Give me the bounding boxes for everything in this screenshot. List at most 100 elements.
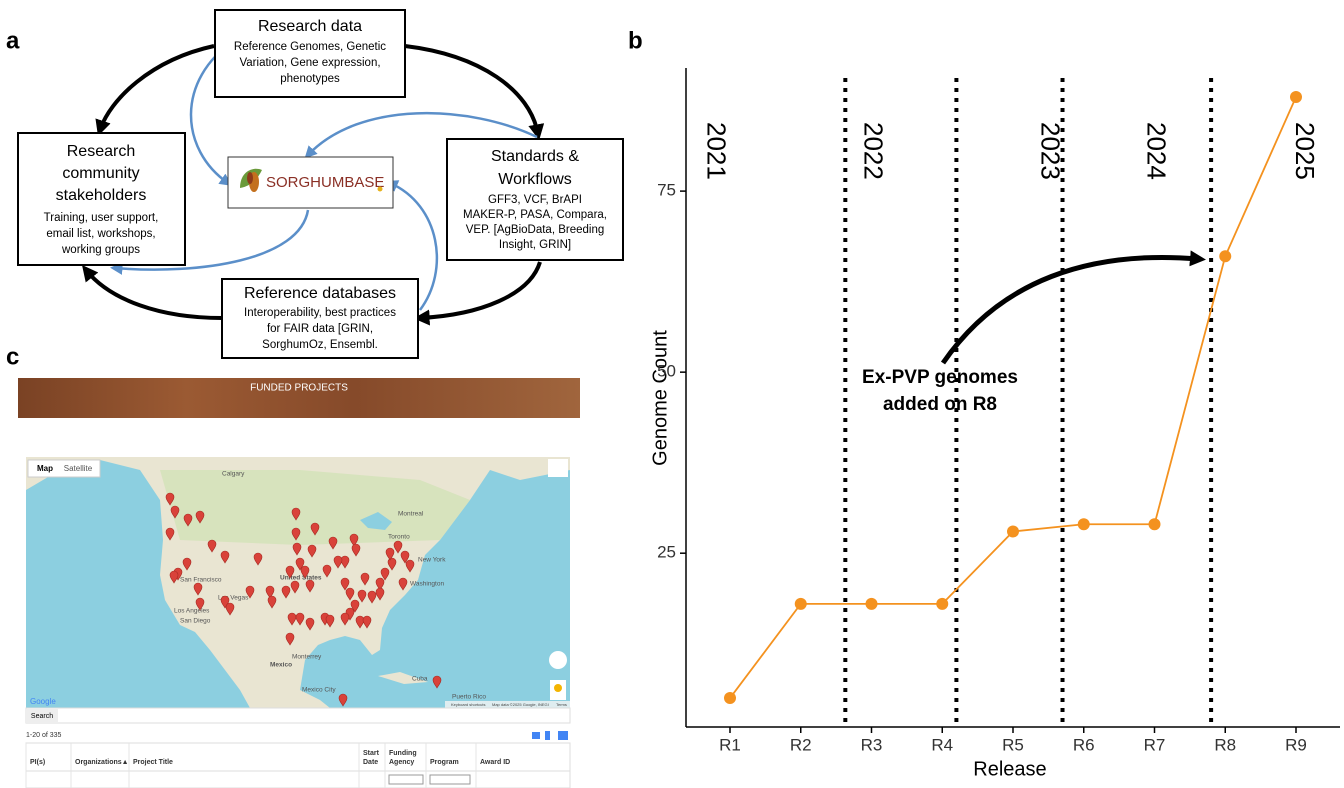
map-pin[interactable] <box>281 585 291 599</box>
node-text: SorghumOz, Ensembl. <box>262 339 378 351</box>
map-pin[interactable] <box>291 507 301 521</box>
search-tab[interactable] <box>26 709 58 723</box>
map-pin[interactable] <box>195 597 205 611</box>
x-axis-label: Release <box>973 758 1046 780</box>
map-pin[interactable] <box>328 536 338 550</box>
map-pin[interactable] <box>325 614 335 628</box>
print-icon[interactable] <box>532 732 540 739</box>
map-pin[interactable] <box>340 612 350 626</box>
column-header: Agency <box>389 759 414 766</box>
data-point <box>724 692 736 705</box>
land <box>378 672 428 684</box>
map-pin[interactable] <box>245 585 255 599</box>
map-pin[interactable] <box>380 567 390 581</box>
map-footer[interactable]: Terms <box>556 702 567 707</box>
map-pin[interactable] <box>291 527 301 541</box>
logo-icon <box>240 168 262 192</box>
program-filter[interactable] <box>429 774 471 785</box>
fullscreen-button[interactable] <box>548 459 568 477</box>
map-pin[interactable] <box>340 577 350 591</box>
map-pin[interactable] <box>355 615 365 629</box>
map-pin[interactable] <box>385 547 395 561</box>
data-point <box>936 597 949 610</box>
map-pin[interactable] <box>405 559 415 573</box>
map-pin[interactable] <box>393 540 403 554</box>
map-pin[interactable] <box>207 539 217 553</box>
map-pin[interactable] <box>267 595 277 609</box>
download-icon[interactable] <box>545 731 550 740</box>
banner <box>18 378 580 418</box>
map: Map Satellite Google Keyboard shortcuts … <box>26 457 570 708</box>
map-pin[interactable] <box>253 552 263 566</box>
map-pin[interactable] <box>285 565 295 579</box>
node-title: Research <box>67 143 135 160</box>
map-pin[interactable] <box>400 550 410 564</box>
map-pin[interactable] <box>195 510 205 524</box>
map-pin[interactable] <box>310 522 320 536</box>
map-pin[interactable] <box>350 599 360 613</box>
google-logo: Google <box>30 697 56 706</box>
map-pin[interactable] <box>193 582 203 596</box>
node-text: for FAIR data [GRIN, <box>267 323 373 335</box>
map-pin[interactable] <box>295 557 305 571</box>
node-text: Reference Genomes, Genetic <box>234 41 386 53</box>
map-pin[interactable] <box>300 565 310 579</box>
map-pin[interactable] <box>360 572 370 586</box>
map-tab[interactable]: Satellite <box>64 464 93 473</box>
result-count: 1-20 of 335 <box>26 732 62 739</box>
map-pin[interactable] <box>220 550 230 564</box>
map-pin[interactable] <box>225 602 235 616</box>
map-pin[interactable] <box>285 632 295 646</box>
x-tick-label: R3 <box>861 735 883 754</box>
node-text: phenotypes <box>280 73 340 85</box>
map-pin[interactable] <box>183 513 193 527</box>
camera-control[interactable] <box>549 651 567 669</box>
year-label: 2022 <box>859 122 889 180</box>
map-tab[interactable]: Map <box>37 464 53 473</box>
map-pin[interactable] <box>375 577 385 591</box>
search-tab-label[interactable]: Search <box>31 713 53 720</box>
map-pin[interactable] <box>265 585 275 599</box>
map-pin[interactable] <box>362 615 372 629</box>
map-pin[interactable] <box>345 587 355 601</box>
map-type-control[interactable] <box>27 459 101 478</box>
node-title: community <box>62 165 139 182</box>
map-pin[interactable] <box>349 533 359 547</box>
columns-icon[interactable] <box>558 731 568 740</box>
map-pin[interactable] <box>357 589 367 603</box>
map-pin[interactable] <box>292 542 302 556</box>
funding-filter[interactable] <box>388 774 424 785</box>
arrow <box>385 180 439 311</box>
map-pin[interactable] <box>322 564 332 578</box>
map-pin[interactable] <box>305 617 315 631</box>
map-pin[interactable] <box>338 693 348 707</box>
map-pin[interactable] <box>295 612 305 626</box>
map-pin[interactable] <box>367 590 377 604</box>
map-label: United States <box>280 575 322 582</box>
map-pin[interactable] <box>351 543 361 557</box>
x-tick-label: R9 <box>1285 735 1307 754</box>
map-pin[interactable] <box>170 505 180 519</box>
map-footer[interactable]: Keyboard shortcuts <box>451 702 485 707</box>
map-pin[interactable] <box>165 527 175 541</box>
map-pin[interactable] <box>398 577 408 591</box>
map-pin[interactable] <box>290 580 300 594</box>
y-tick-label: 25 <box>657 543 676 562</box>
map-pin[interactable] <box>182 557 192 571</box>
table-tools <box>532 731 568 740</box>
map-pin[interactable] <box>375 587 385 601</box>
map-pin[interactable] <box>333 555 343 569</box>
map-pin[interactable] <box>169 570 179 584</box>
map-pin[interactable] <box>387 557 397 571</box>
node-text: working groups <box>61 244 140 256</box>
column-header: Project Title <box>133 759 173 766</box>
map-pin[interactable] <box>307 544 317 558</box>
column-header[interactable]: Organizations▲ <box>75 759 129 766</box>
map-pin[interactable] <box>287 612 297 626</box>
map-pin[interactable] <box>340 555 350 569</box>
map-pin[interactable] <box>165 492 175 506</box>
map-pin[interactable] <box>432 675 442 689</box>
map-label: Las Vegas <box>218 595 249 602</box>
node-text: Training, user support, <box>44 212 159 224</box>
map-pin[interactable] <box>305 579 315 593</box>
